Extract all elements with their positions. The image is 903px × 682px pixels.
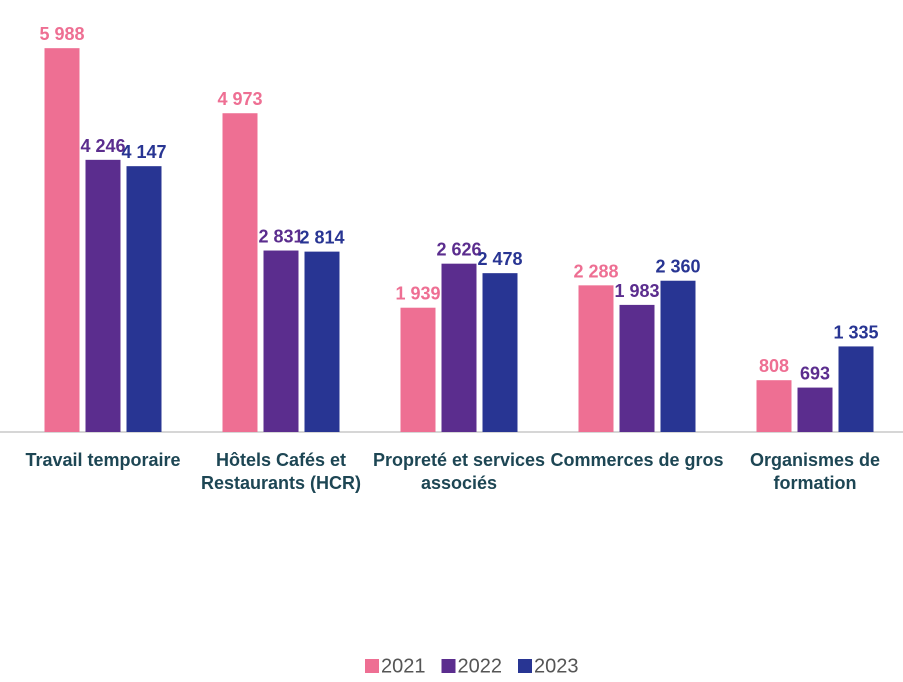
data-label: 2 288: [573, 261, 618, 281]
data-label: 2 626: [436, 240, 481, 260]
bar: [263, 250, 299, 432]
bar: [619, 304, 655, 432]
data-label: 1 335: [833, 322, 878, 342]
data-label: 1 939: [395, 284, 440, 304]
bar: [660, 280, 696, 432]
bar: [85, 159, 121, 432]
bar: [797, 387, 833, 432]
data-label: 5 988: [39, 24, 84, 44]
data-label: 2 360: [655, 257, 700, 277]
bar: [304, 251, 340, 432]
data-label: 2 831: [258, 227, 303, 247]
data-label: 2 478: [477, 249, 522, 269]
x-tick-label: Commerces de gros: [550, 450, 724, 470]
x-tick-label: Organismes de formation: [749, 450, 881, 493]
data-label: 4 246: [80, 136, 125, 156]
bar: [578, 285, 614, 432]
bar: [44, 48, 80, 433]
x-tick-label: Travail temporaire: [25, 450, 181, 470]
data-label: 4 973: [217, 89, 262, 109]
data-label: 4 147: [121, 142, 166, 162]
data-label: 808: [759, 356, 789, 376]
legend-label: 2022: [458, 655, 503, 677]
bar: [482, 273, 518, 432]
bar: [222, 113, 258, 432]
legend-label: 2023: [534, 655, 579, 677]
bar: [441, 263, 477, 432]
bar: [838, 346, 874, 432]
legend-swatch: [441, 659, 456, 673]
data-label: 2 814: [299, 228, 344, 248]
legend-swatch: [518, 659, 532, 673]
x-tick-label: Hôtels Cafés et Restaurants (HCR): [200, 450, 362, 493]
data-label: 693: [800, 364, 830, 384]
data-label: 1 983: [614, 281, 659, 301]
bar: [756, 380, 792, 432]
legend-label: 2021: [381, 655, 426, 677]
bar: [126, 166, 162, 432]
bar: [400, 307, 436, 432]
legend-swatch: [365, 659, 379, 673]
x-tick-label: Propreté et services associés: [372, 450, 546, 493]
